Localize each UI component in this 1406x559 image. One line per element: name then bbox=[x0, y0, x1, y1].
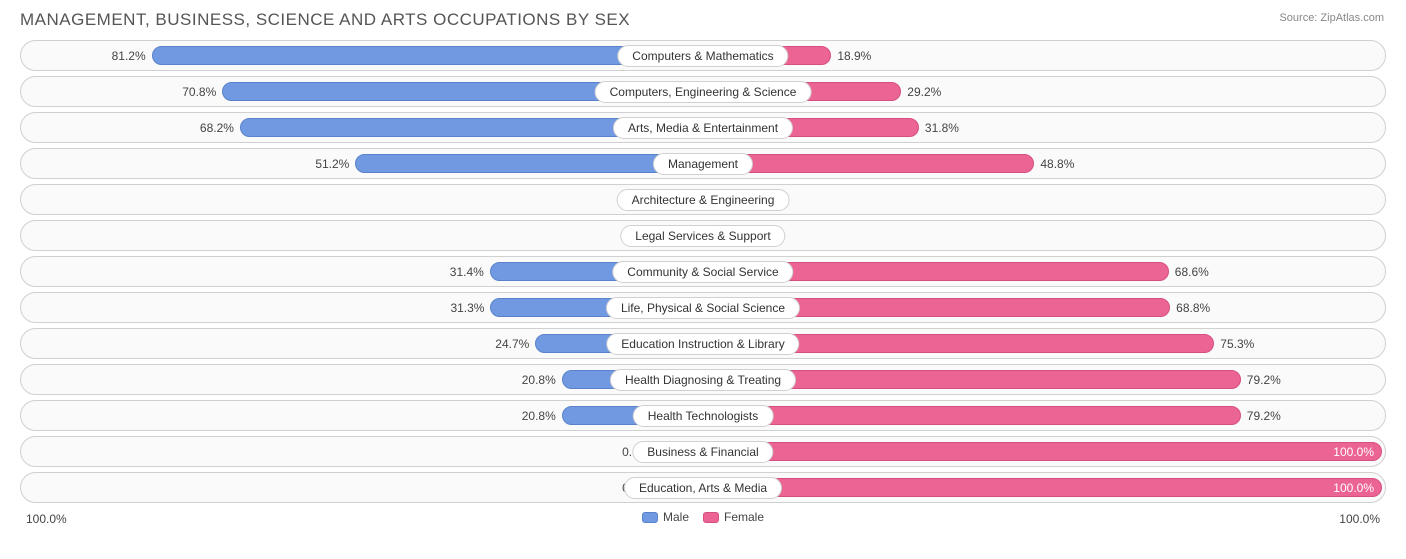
bar-row: 51.2% 48.8% Management bbox=[20, 148, 1386, 179]
male-pct-label: 51.2% bbox=[315, 157, 349, 171]
axis-right-label: 100.0% bbox=[1339, 512, 1380, 526]
male-pct-label: 20.8% bbox=[522, 409, 556, 423]
female-pct-label: 100.0% bbox=[1333, 445, 1374, 459]
category-label: Education, Arts & Media bbox=[624, 477, 782, 499]
bar-row: 20.8% 79.2% Health Diagnosing & Treating bbox=[20, 364, 1386, 395]
category-label: Computers, Engineering & Science bbox=[595, 81, 812, 103]
female-pct-label: 100.0% bbox=[1333, 481, 1374, 495]
bar-row: 68.2% 31.8% Arts, Media & Entertainment bbox=[20, 112, 1386, 143]
legend-male-label: Male bbox=[663, 510, 689, 524]
male-swatch bbox=[642, 512, 658, 523]
chart-footer: 100.0% Male Female 100.0% bbox=[20, 508, 1386, 536]
legend-male: Male bbox=[642, 510, 689, 524]
bar-row: 0.0%0.0%Architecture & Engineering bbox=[20, 184, 1386, 215]
female-swatch bbox=[703, 512, 719, 523]
chart-title: MANAGEMENT, BUSINESS, SCIENCE AND ARTS O… bbox=[20, 10, 1386, 30]
category-label: Health Technologists bbox=[633, 405, 774, 427]
legend: Male Female bbox=[642, 510, 764, 524]
female-bar bbox=[703, 478, 1382, 497]
bar-row: 31.4% 68.6% Community & Social Service bbox=[20, 256, 1386, 287]
female-pct-label: 68.6% bbox=[1175, 265, 1209, 279]
bar-row: 0.0%0.0%Legal Services & Support bbox=[20, 220, 1386, 251]
category-label: Education Instruction & Library bbox=[606, 333, 799, 355]
category-label: Health Diagnosing & Treating bbox=[610, 369, 796, 391]
male-bar bbox=[355, 154, 703, 173]
male-pct-label: 68.2% bbox=[200, 121, 234, 135]
female-pct-label: 79.2% bbox=[1247, 409, 1281, 423]
axis-left-label: 100.0% bbox=[26, 512, 67, 526]
legend-female-label: Female bbox=[724, 510, 764, 524]
female-bar bbox=[703, 442, 1382, 461]
female-pct-label: 48.8% bbox=[1040, 157, 1074, 171]
bar-row: 20.8% 79.2% Health Technologists bbox=[20, 400, 1386, 431]
category-label: Management bbox=[653, 153, 753, 175]
legend-female: Female bbox=[703, 510, 764, 524]
female-bar bbox=[703, 406, 1241, 425]
male-pct-label: 24.7% bbox=[495, 337, 529, 351]
bar-row: 0.0%100.0%Education, Arts & Media bbox=[20, 472, 1386, 503]
source-attribution: Source: ZipAtlas.com bbox=[1279, 12, 1384, 24]
bar-row: 31.3% 68.8% Life, Physical & Social Scienc… bbox=[20, 292, 1386, 323]
female-pct-label: 68.8% bbox=[1176, 301, 1210, 315]
category-label: Architecture & Engineering bbox=[617, 189, 790, 211]
bar-row: 0.0%100.0%Business & Financial bbox=[20, 436, 1386, 467]
category-label: Life, Physical & Social Science bbox=[606, 297, 800, 319]
category-label: Legal Services & Support bbox=[620, 225, 785, 247]
female-pct-label: 29.2% bbox=[907, 85, 941, 99]
category-label: Arts, Media & Entertainment bbox=[613, 117, 793, 139]
diverging-bar-chart: 81.2% 18.9% Computers & Mathematics 70.8% 29… bbox=[20, 40, 1386, 503]
female-pct-label: 79.2% bbox=[1247, 373, 1281, 387]
male-pct-label: 31.3% bbox=[450, 301, 484, 315]
male-pct-label: 70.8% bbox=[182, 85, 216, 99]
category-label: Business & Financial bbox=[632, 441, 773, 463]
male-pct-label: 20.8% bbox=[522, 373, 556, 387]
category-label: Computers & Mathematics bbox=[617, 45, 788, 67]
female-pct-label: 31.8% bbox=[925, 121, 959, 135]
male-pct-label: 31.4% bbox=[450, 265, 484, 279]
category-label: Community & Social Service bbox=[612, 261, 793, 283]
female-pct-label: 18.9% bbox=[837, 49, 871, 63]
female-pct-label: 75.3% bbox=[1220, 337, 1254, 351]
bar-row: 70.8% 29.2% Computers, Engineering & Scien… bbox=[20, 76, 1386, 107]
bar-row: 24.7% 75.3% Education Instruction & Librar… bbox=[20, 328, 1386, 359]
male-pct-label: 81.2% bbox=[112, 49, 146, 63]
bar-row: 81.2% 18.9% Computers & Mathematics bbox=[20, 40, 1386, 71]
